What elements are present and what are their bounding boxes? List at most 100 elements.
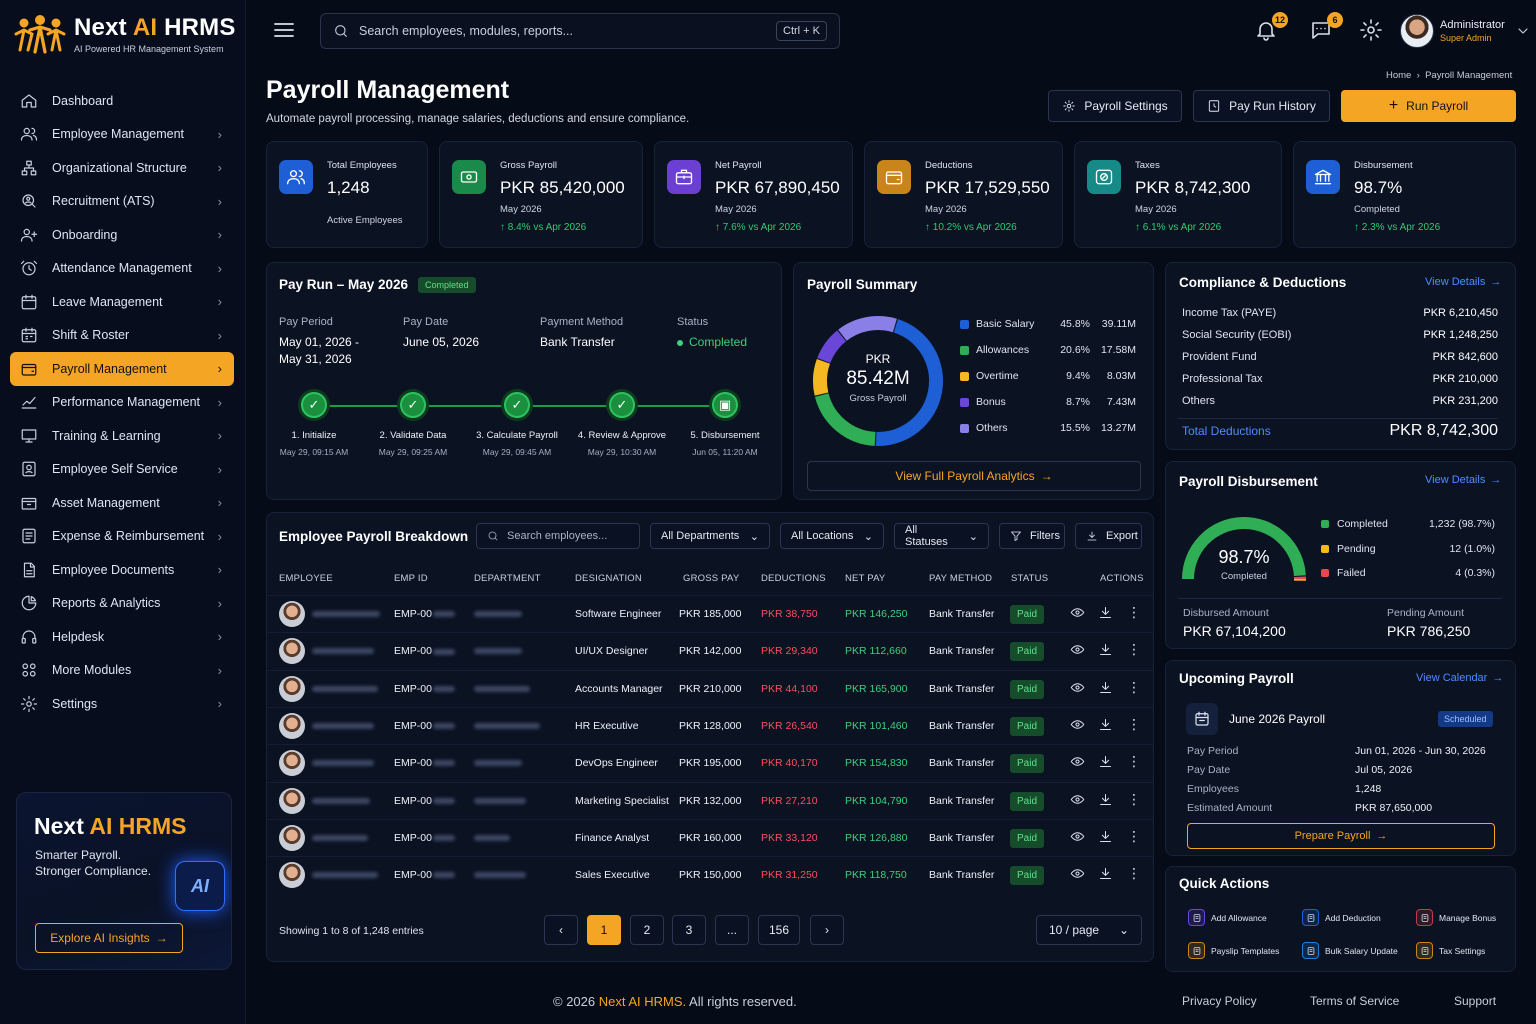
table-row[interactable]: EMP-00 Accounts Manager PKR 210,000 PKR 44,… bbox=[266, 669, 1154, 707]
donut-slice-bonus[interactable] bbox=[817, 330, 847, 364]
donut-slice-basic-salary[interactable] bbox=[876, 319, 943, 446]
view-eye-icon[interactable] bbox=[1070, 754, 1086, 770]
menu-toggle-icon[interactable] bbox=[274, 22, 294, 38]
support-link[interactable]: Support bbox=[1454, 994, 1497, 1008]
download-icon[interactable] bbox=[1098, 754, 1114, 770]
download-icon[interactable] bbox=[1098, 829, 1114, 845]
sidebar-item-training-learning[interactable]: Training & Learning › bbox=[10, 419, 234, 453]
sidebar-item-organizational-structure[interactable]: Organizational Structure › bbox=[10, 151, 234, 185]
settings-gear-icon[interactable] bbox=[1359, 18, 1385, 44]
sidebar-item-onboarding[interactable]: Onboarding › bbox=[10, 218, 234, 252]
export-button[interactable]: Export bbox=[1075, 523, 1142, 549]
sidebar-item-employee-documents[interactable]: Employee Documents › bbox=[10, 553, 234, 587]
view-eye-icon[interactable] bbox=[1070, 642, 1086, 658]
quick-action-add-deduction[interactable]: Add Deduction bbox=[1302, 909, 1381, 926]
page-button-156[interactable]: 156 bbox=[758, 915, 800, 945]
breadcrumb-home[interactable]: Home bbox=[1386, 70, 1412, 81]
download-icon[interactable] bbox=[1098, 717, 1114, 733]
download-icon[interactable] bbox=[1098, 792, 1114, 808]
sidebar-item-dashboard[interactable]: Dashboard bbox=[10, 84, 234, 118]
privacy-policy-link[interactable]: Privacy Policy bbox=[1182, 994, 1257, 1008]
filters-button[interactable]: Filters bbox=[999, 523, 1065, 549]
table-row[interactable]: EMP-00 Software Engineer PKR 185,000 PKR 38… bbox=[266, 595, 1154, 632]
donut-slice-allowances[interactable] bbox=[814, 393, 876, 446]
table-row[interactable]: EMP-00 Finance Analyst PKR 160,000 PKR 33,1… bbox=[266, 818, 1154, 856]
view-eye-icon[interactable] bbox=[1070, 680, 1086, 696]
prepare-payroll-button[interactable]: Prepare Payroll → bbox=[1187, 823, 1495, 849]
next-page-button[interactable]: › bbox=[810, 915, 844, 945]
disbursement-view-details-link[interactable]: View Details → bbox=[1425, 474, 1502, 486]
chevron-right-icon: › bbox=[217, 126, 222, 142]
location-filter-select[interactable]: All Locations ⌄ bbox=[780, 523, 884, 549]
page-button-3[interactable]: 3 bbox=[672, 915, 706, 945]
more-vertical-icon[interactable]: ⋮ bbox=[1127, 678, 1141, 695]
more-vertical-icon[interactable]: ⋮ bbox=[1127, 715, 1141, 732]
sidebar-item-helpdesk[interactable]: Helpdesk › bbox=[10, 620, 234, 654]
table-row[interactable]: EMP-00 HR Executive PKR 128,000 PKR 26,540 P… bbox=[266, 706, 1154, 744]
more-vertical-icon[interactable]: ⋮ bbox=[1127, 604, 1141, 620]
sidebar-item-performance-management[interactable]: Performance Management › bbox=[10, 386, 234, 420]
view-eye-icon[interactable] bbox=[1070, 829, 1086, 845]
compliance-view-details-link[interactable]: View Details → bbox=[1425, 276, 1502, 288]
download-icon[interactable] bbox=[1098, 605, 1114, 621]
sidebar-item-asset-management[interactable]: Asset Management › bbox=[10, 486, 234, 520]
sidebar-item-attendance-management[interactable]: Attendance Management › bbox=[10, 252, 234, 286]
prev-page-button[interactable]: ‹ bbox=[544, 915, 578, 945]
status-filter-select[interactable]: All Statuses ⌄ bbox=[894, 523, 989, 549]
sidebar-item-more-modules[interactable]: More Modules › bbox=[10, 654, 234, 688]
view-full-payroll-analytics-button[interactable]: View Full Payroll Analytics → bbox=[807, 461, 1141, 491]
sidebar-item-recruitment-ats[interactable]: Recruitment (ATS) › bbox=[10, 185, 234, 219]
sidebar-item-employee-management[interactable]: Employee Management › bbox=[10, 118, 234, 152]
table-row[interactable]: EMP-00 UI/UX Designer PKR 142,000 PKR 29,34… bbox=[266, 632, 1154, 669]
page-button-1[interactable]: 1 bbox=[587, 915, 621, 945]
column-header: GROSS PAY bbox=[683, 573, 740, 584]
sidebar-item-payroll-management[interactable]: Payroll Management › bbox=[10, 352, 234, 386]
quick-action-tax-settings[interactable]: Tax Settings bbox=[1416, 942, 1485, 959]
more-vertical-icon[interactable]: ⋮ bbox=[1127, 865, 1141, 882]
view-calendar-link[interactable]: View Calendar → bbox=[1416, 672, 1504, 684]
page-button-2[interactable]: 2 bbox=[630, 915, 664, 945]
user-menu[interactable]: Administrator Super Admin bbox=[1400, 14, 1531, 48]
upcoming-row: Estimated Amount PKR 87,650,000 bbox=[1187, 802, 1497, 814]
table-row[interactable]: EMP-00 Marketing Specialist PKR 132,000 PKR… bbox=[266, 781, 1154, 819]
table-row[interactable]: EMP-00 Sales Executive PKR 150,000 PKR 31,2… bbox=[266, 856, 1154, 893]
global-search-input[interactable]: Search employees, modules, reports... Ct… bbox=[320, 13, 840, 49]
donut-slice-overtime[interactable] bbox=[813, 359, 831, 396]
sidebar-item-shift-roster[interactable]: Shift & Roster › bbox=[10, 319, 234, 353]
employee-search-input[interactable]: Search employees... bbox=[476, 523, 640, 549]
stat-trend: ↑ 7.6% vs Apr 2026 bbox=[715, 222, 802, 233]
run-payroll-button[interactable]: + Run Payroll bbox=[1341, 90, 1516, 122]
payroll-settings-button[interactable]: Payroll Settings bbox=[1048, 90, 1182, 122]
terms-of-service-link[interactable]: Terms of Service bbox=[1310, 994, 1400, 1008]
download-icon[interactable] bbox=[1098, 866, 1114, 882]
quick-action-manage-bonus[interactable]: Manage Bonus bbox=[1416, 909, 1496, 926]
view-eye-icon[interactable] bbox=[1070, 866, 1086, 882]
download-icon[interactable] bbox=[1098, 680, 1114, 696]
pay-run-history-button[interactable]: Pay Run History bbox=[1193, 90, 1330, 122]
quick-action-add-allowance[interactable]: Add Allowance bbox=[1188, 909, 1267, 926]
donut-slice-others[interactable] bbox=[838, 316, 897, 341]
notifications-bell-icon[interactable]: 12 bbox=[1254, 12, 1288, 44]
sidebar-item-expense-reimbursement[interactable]: Expense & Reimbursement › bbox=[10, 520, 234, 554]
explore-ai-insights-button[interactable]: Explore AI Insights → bbox=[35, 923, 183, 953]
table-row[interactable]: EMP-00 DevOps Engineer PKR 195,000 PKR 40,1… bbox=[266, 744, 1154, 781]
view-eye-icon[interactable] bbox=[1070, 792, 1086, 808]
sidebar-item-reports-analytics[interactable]: Reports & Analytics › bbox=[10, 587, 234, 621]
quick-action-payslip-templates[interactable]: Payslip Templates bbox=[1188, 942, 1279, 959]
messages-icon[interactable]: 6 bbox=[1309, 12, 1343, 44]
view-eye-icon[interactable] bbox=[1070, 717, 1086, 733]
sidebar-item-leave-management[interactable]: Leave Management › bbox=[10, 285, 234, 319]
more-vertical-icon[interactable]: ⋮ bbox=[1127, 790, 1141, 807]
view-eye-icon[interactable] bbox=[1070, 605, 1086, 621]
page-size-select[interactable]: 10 / page ⌄ bbox=[1036, 915, 1142, 945]
more-vertical-icon[interactable]: ⋮ bbox=[1127, 641, 1141, 658]
download-icon[interactable] bbox=[1098, 642, 1114, 658]
quick-action-bulk-salary-update[interactable]: Bulk Salary Update bbox=[1302, 942, 1398, 959]
app-logo[interactable]: Next AI HRMS AI Powered HR Management Sy… bbox=[14, 14, 236, 54]
more-vertical-icon[interactable]: ⋮ bbox=[1127, 753, 1141, 770]
more-vertical-icon[interactable]: ⋮ bbox=[1127, 827, 1141, 844]
sidebar-item-employee-self-service[interactable]: Employee Self Service › bbox=[10, 453, 234, 487]
department-filter-select[interactable]: All Departments ⌄ bbox=[650, 523, 770, 549]
sidebar-item-settings[interactable]: Settings › bbox=[10, 687, 234, 721]
step-time: May 29, 10:30 AM bbox=[587, 447, 657, 457]
